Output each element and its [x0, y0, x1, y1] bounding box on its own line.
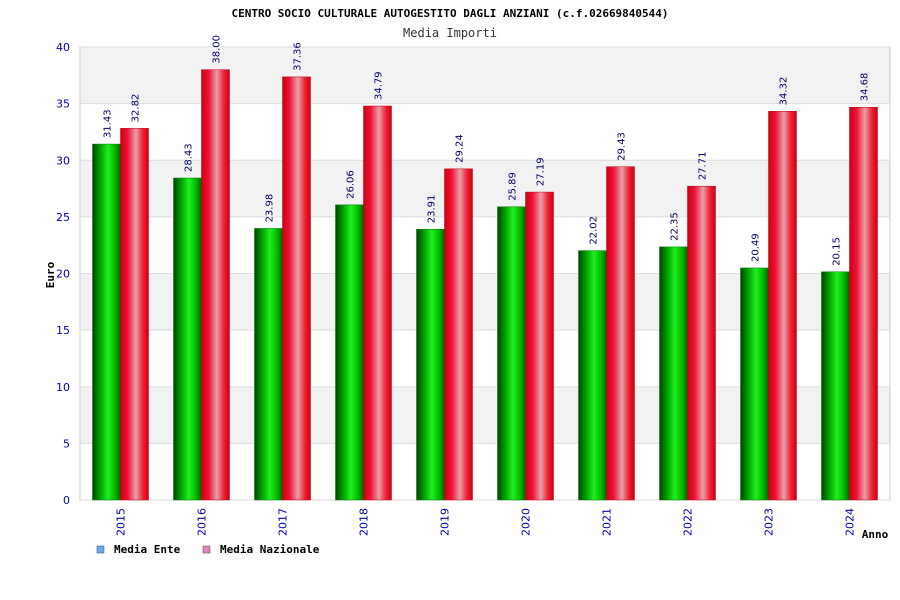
- x-tick-label: 2023: [763, 508, 776, 536]
- data-label: 25.89: [508, 172, 519, 201]
- data-label: 22.35: [670, 212, 681, 241]
- data-label: 28.43: [184, 143, 195, 172]
- data-label: 27.19: [536, 157, 547, 186]
- bar-media-nazionale: [606, 166, 635, 501]
- y-axis-ticks: 0 5 10 15 20 25 30 35 40: [56, 41, 70, 507]
- y-tick-label: 0: [63, 494, 70, 507]
- bar-media-ente: [92, 143, 121, 501]
- bar-media-nazionale: [444, 168, 473, 501]
- x-tick-label: 2019: [439, 508, 452, 536]
- y-tick-label: 30: [56, 154, 70, 167]
- data-label: 27.71: [698, 152, 709, 181]
- data-label: 29.43: [617, 132, 628, 161]
- legend-swatch-media-ente: [96, 545, 105, 554]
- data-label: 38.00: [212, 35, 223, 64]
- data-label: 31.43: [103, 109, 114, 138]
- legend: Media Ente Media Nazionale: [96, 543, 320, 556]
- bar-media-nazionale: [525, 191, 554, 501]
- legend-label-media-nazionale: Media Nazionale: [220, 543, 320, 556]
- y-axis-label: Euro: [44, 261, 57, 288]
- bar-media-ente: [821, 271, 850, 501]
- y-tick-label: 35: [56, 98, 70, 111]
- data-label: 23.91: [427, 195, 438, 224]
- data-label: 37.36: [293, 42, 304, 71]
- x-axis-ticks: 2015 2016 2017 2018 2019 2020 2021 2022 2023 2024: [115, 508, 857, 536]
- bar-media-nazionale: [768, 111, 797, 501]
- bar-media-nazionale: [687, 185, 716, 501]
- bar-media-ente: [254, 228, 283, 501]
- bar-media-ente: [740, 267, 769, 501]
- x-axis-label: Anno: [862, 528, 889, 541]
- x-tick-label: 2017: [277, 508, 290, 536]
- data-label: 32.82: [131, 94, 142, 123]
- y-tick-label: 15: [56, 324, 70, 337]
- y-tick-label: 40: [56, 41, 70, 54]
- data-label: 23.98: [265, 194, 276, 223]
- bar-media-ente: [578, 250, 607, 501]
- x-tick-label: 2015: [115, 508, 128, 536]
- x-tick-label: 2024: [844, 508, 857, 536]
- bar-media-ente: [173, 177, 202, 501]
- y-tick-label: 20: [56, 268, 70, 281]
- x-tick-label: 2016: [196, 508, 209, 536]
- x-tick-label: 2022: [682, 508, 695, 536]
- bar-media-nazionale: [201, 69, 230, 501]
- data-labels: 31.43 32.82 28.43 38.00 23.98 37.36 26.06 34.79…: [103, 35, 871, 266]
- x-tick-label: 2021: [601, 508, 614, 536]
- data-label: 20.15: [832, 237, 843, 266]
- y-tick-label: 5: [63, 437, 70, 450]
- y-tick-label: 25: [56, 211, 70, 224]
- bar-media-ente: [497, 206, 526, 501]
- bar-media-nazionale: [849, 106, 878, 501]
- data-label: 26.06: [346, 170, 357, 199]
- data-label: 34.68: [860, 73, 871, 102]
- bar-media-nazionale: [282, 76, 311, 501]
- data-label: 22.02: [589, 216, 600, 245]
- bar-media-nazionale: [363, 105, 392, 501]
- data-label: 34.79: [374, 71, 385, 100]
- data-label: 20.49: [751, 233, 762, 262]
- y-tick-label: 10: [56, 381, 70, 394]
- bar-media-ente: [335, 204, 364, 501]
- bar-media-ente: [659, 246, 688, 501]
- bar-media-nazionale: [120, 128, 149, 501]
- x-tick-label: 2020: [520, 508, 533, 536]
- chart-subtitle: Media Importi: [403, 26, 497, 40]
- legend-swatch-media-nazionale: [202, 545, 211, 554]
- data-label: 29.24: [455, 134, 466, 163]
- data-label: 34.32: [779, 77, 790, 106]
- chart-title: CENTRO SOCIO CULTURALE AUTOGESTITO DAGLI…: [231, 7, 668, 20]
- x-tick-label: 2018: [358, 508, 371, 536]
- legend-label-media-ente: Media Ente: [114, 543, 181, 556]
- bar-media-ente: [416, 228, 445, 501]
- bars: [92, 69, 878, 501]
